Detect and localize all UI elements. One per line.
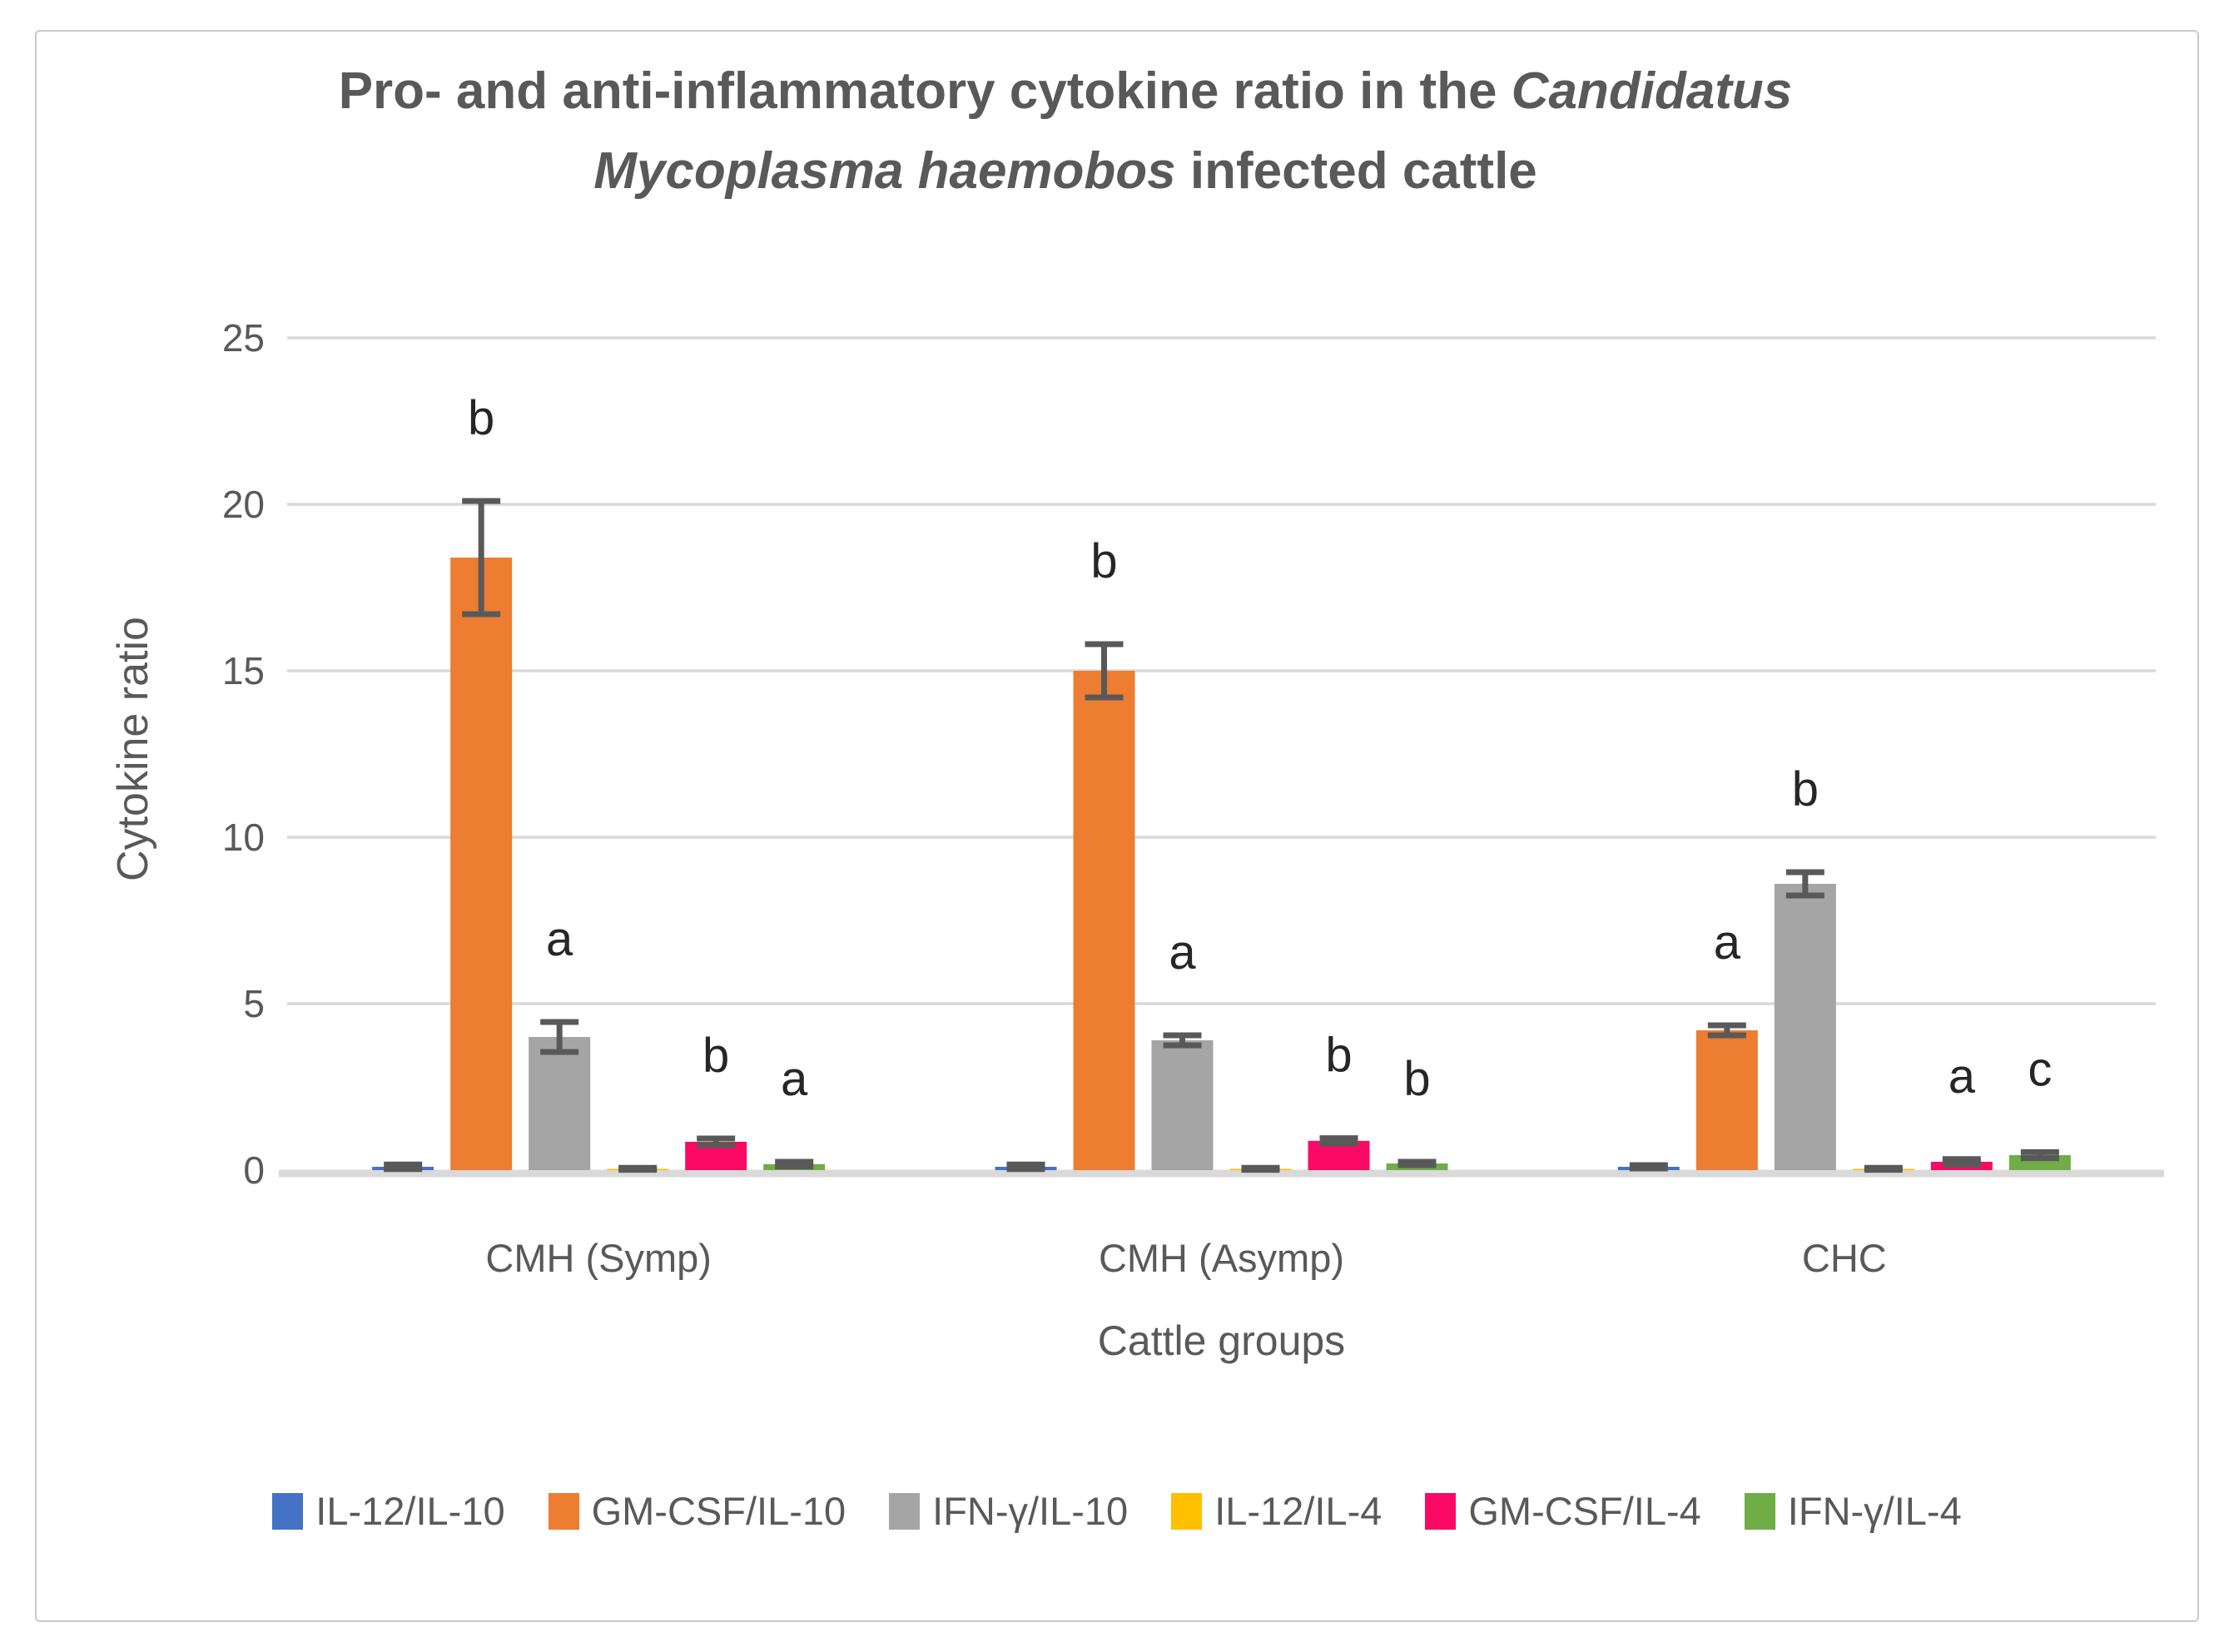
legend-label: IFN-γ/IL-10 xyxy=(932,1489,1129,1533)
title-text-italic: Candidatus xyxy=(1511,62,1793,120)
title-text-normal: infected cattle xyxy=(1175,142,1537,201)
sig-letter: a xyxy=(781,1052,808,1106)
sig-letter: c xyxy=(2028,1042,2052,1096)
sig-letter: b xyxy=(1090,534,1117,588)
legend-label: GM-CSF/IL-10 xyxy=(591,1489,846,1533)
sig-letter: b xyxy=(1792,762,1819,816)
legend-item: IL-12/IL-10 xyxy=(272,1488,505,1534)
chart-title: Pro- and anti-inflammatory cytokine rati… xyxy=(117,52,2014,211)
sig-letter: a xyxy=(1949,1049,1976,1104)
y-tick-label: 25 xyxy=(222,316,265,360)
legend-swatch xyxy=(1171,1492,1203,1530)
x-category-label: CHC xyxy=(1802,1236,1887,1280)
legend-item: IFN-γ/IL-4 xyxy=(1744,1488,1962,1534)
legend-swatch xyxy=(272,1492,304,1530)
y-tick-label: 20 xyxy=(222,483,265,526)
bar xyxy=(529,1037,591,1170)
x-axis-title: Cattle groups xyxy=(1097,1317,1346,1364)
bar xyxy=(450,558,513,1170)
sig-letter: b xyxy=(468,391,494,445)
sig-letter: a xyxy=(1714,915,1741,970)
bar xyxy=(1151,1040,1214,1170)
bar xyxy=(1073,671,1135,1170)
legend-item: GM-CSF/IL-10 xyxy=(548,1488,846,1534)
y-tick-label: 10 xyxy=(222,816,265,859)
legend-item: GM-CSF/IL-4 xyxy=(1425,1488,1701,1534)
legend-label: GM-CSF/IL-4 xyxy=(1468,1489,1701,1533)
title-text-normal: Pro- and anti-inflammatory cytokine rati… xyxy=(338,62,1512,120)
x-category-label: CMH (Asymp) xyxy=(1099,1236,1344,1280)
legend-swatch xyxy=(548,1492,579,1530)
legend-label: IFN-γ/IL-4 xyxy=(1787,1489,1962,1533)
bar xyxy=(1695,1030,1758,1170)
legend-swatch xyxy=(889,1492,921,1530)
title-text-italic: Mycoplasma haemobos xyxy=(593,142,1176,201)
legend-swatch xyxy=(1425,1492,1457,1530)
chart-title-line2: Mycoplasma haemobos infected cattle xyxy=(117,131,2014,211)
bar xyxy=(1774,884,1836,1170)
legend-item: IFN-γ/IL-10 xyxy=(889,1488,1128,1534)
legend-item: IL-12/IL-4 xyxy=(1171,1488,1382,1534)
legend: IL-12/IL-10 GM-CSF/IL-10 IFN-γ/IL-10 IL-12/… xyxy=(0,1488,2234,1534)
x-category-label: CMH (Symp) xyxy=(485,1236,712,1280)
y-tick-label: 15 xyxy=(222,649,265,692)
sig-letter: b xyxy=(1403,1052,1430,1106)
sig-letter: a xyxy=(1169,925,1196,980)
legend-label: IL-12/IL-4 xyxy=(1214,1489,1383,1533)
sig-letter: b xyxy=(702,1029,729,1083)
sig-letter: b xyxy=(1325,1029,1352,1083)
legend-label: IL-12/IL-10 xyxy=(315,1489,505,1533)
chart-title-line1: Pro- and anti-inflammatory cytokine rati… xyxy=(117,52,2014,131)
sig-letter: a xyxy=(546,912,573,966)
y-tick-label: 5 xyxy=(243,982,265,1025)
legend-swatch xyxy=(1744,1492,1775,1530)
y-tick-label: 0 xyxy=(243,1148,265,1192)
